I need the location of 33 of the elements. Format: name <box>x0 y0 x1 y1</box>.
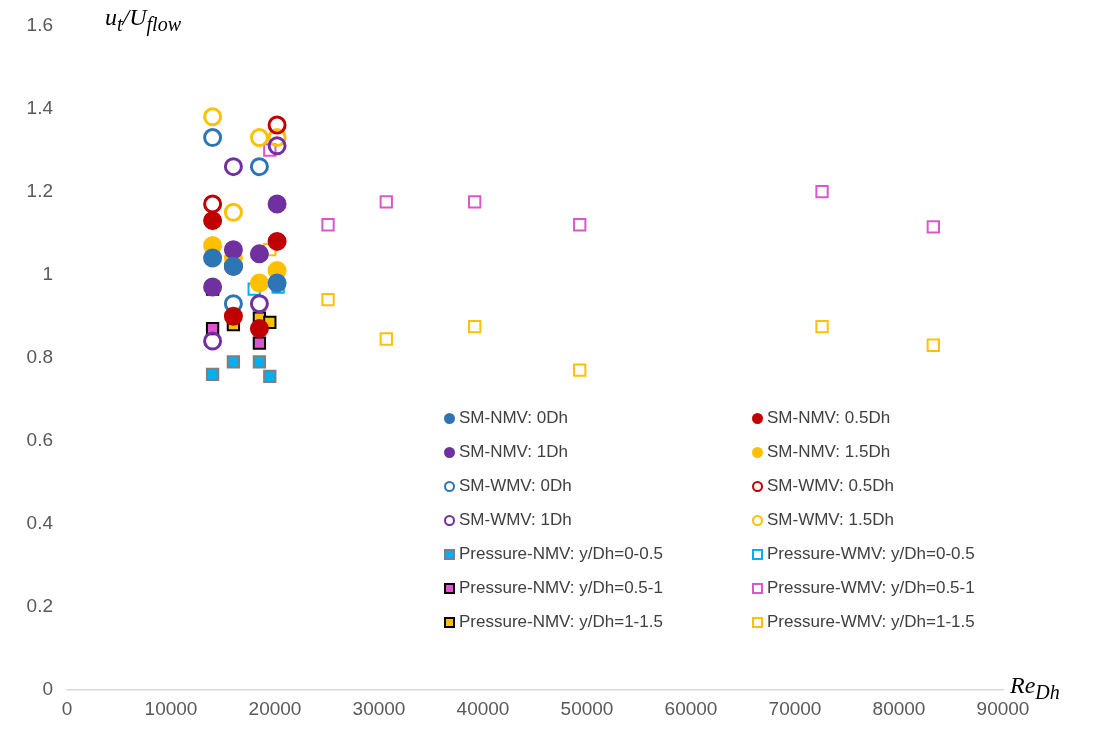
legend-label: SM-NMV: 0.5Dh <box>767 408 891 428</box>
x-tick-label: 40000 <box>456 697 510 719</box>
y-tick-label: 0.4 <box>26 512 54 534</box>
legend-label: SM-NMV: 1.5Dh <box>767 442 891 462</box>
legend-label: Pressure-WMV: y/Dh=0.5-1 <box>767 578 975 598</box>
x-tick-label: 20000 <box>248 697 302 719</box>
x-tick-label: 70000 <box>768 697 822 719</box>
x-tick-label: 0 <box>61 697 73 719</box>
legend-label: SM-WMV: 1.5Dh <box>767 510 894 530</box>
x-tick-label: 80000 <box>872 697 926 719</box>
y-tick-label: 1 <box>42 262 53 284</box>
legend-label: Pressure-WMV: y/Dh=1-1.5 <box>767 612 975 632</box>
x-tick-label: 30000 <box>352 697 406 719</box>
legend-label: Pressure-NMV: y/Dh=0-0.5 <box>459 544 663 564</box>
legend-label: SM-NMV: 0Dh <box>459 408 568 428</box>
y-tick-label: 0 <box>42 678 53 700</box>
y-tick-label: 0.2 <box>26 595 53 617</box>
y-tick-label: 1.6 <box>26 13 53 35</box>
y-tick-label: 0.8 <box>26 345 53 367</box>
legend-label: Pressure-NMV: y/Dh=1-1.5 <box>459 612 663 632</box>
y-axis-title: u$_{t}$/U$_{flow}$ <box>105 4 182 36</box>
x-tick-label: 10000 <box>144 697 198 719</box>
legend-label: SM-NMV: 1Dh <box>459 442 568 462</box>
y-tick-label: 1.4 <box>26 96 54 118</box>
legend-label: SM-WMV: 0.5Dh <box>767 476 894 496</box>
x-tick-label: 50000 <box>560 697 614 719</box>
legend-label: SM-WMV: 1Dh <box>459 510 572 530</box>
y-tick-label: 1.2 <box>26 179 53 201</box>
legend-label: Pressure-NMV: y/Dh=0.5-1 <box>459 578 663 598</box>
legend-label: Pressure-WMV: y/Dh=0-0.5 <box>767 544 975 564</box>
legend-label: SM-WMV: 0Dh <box>459 476 572 496</box>
y-tick-label: 0.6 <box>26 429 53 451</box>
x-tick-label: 60000 <box>664 697 718 719</box>
